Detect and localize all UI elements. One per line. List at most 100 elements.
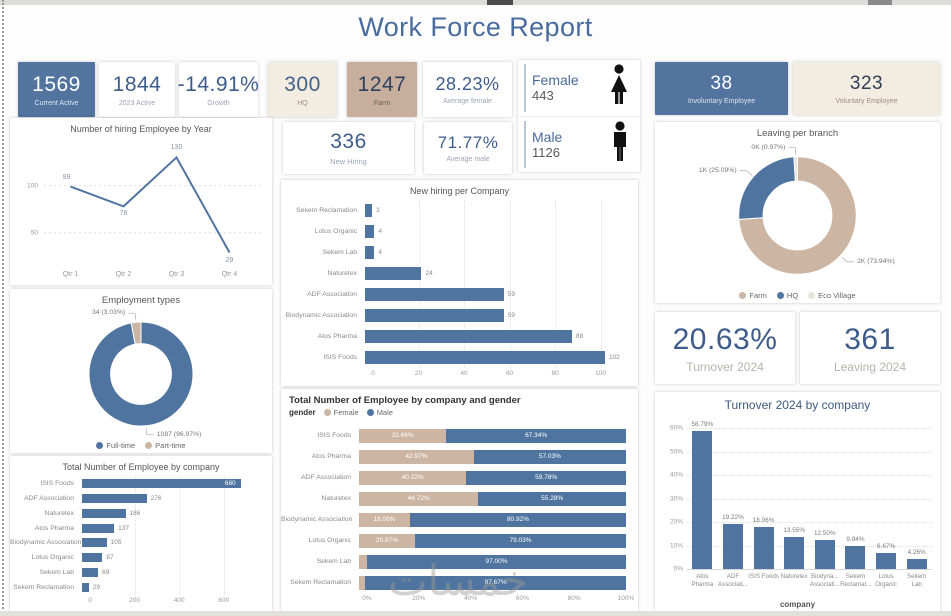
x-axis: 0 20 40 60 80 100 xyxy=(371,370,612,382)
male-segment[interactable]: 67.34% xyxy=(446,428,626,443)
x-axis-tick: 60% xyxy=(515,595,529,602)
female-segment[interactable]: 40.22% xyxy=(359,470,467,485)
gender-legend: gender Female Male xyxy=(281,406,638,417)
bar-track: 4 xyxy=(365,225,612,238)
donut-slice-part-time[interactable] xyxy=(130,321,142,345)
legend-label: Male xyxy=(376,408,393,417)
category-label: Lotus Organic xyxy=(308,537,351,544)
value-label: 3 xyxy=(376,207,380,214)
legend-item[interactable]: Eco Village xyxy=(808,291,856,300)
bar[interactable] xyxy=(82,523,115,533)
donut-slice-eco-village[interactable] xyxy=(793,156,798,182)
donut-slice-hq[interactable] xyxy=(738,156,796,220)
female-segment[interactable]: 19.08% xyxy=(359,512,410,527)
female-segment[interactable]: 42.97% xyxy=(359,449,474,464)
kpi-involuntary-employee[interactable]: 38 Involuntary Employee xyxy=(655,62,788,115)
male-segment[interactable]: 57.03% xyxy=(473,449,626,464)
y-axis-tick: 20% xyxy=(669,518,683,526)
kpi-hq[interactable]: 300 HQ xyxy=(268,62,337,117)
bar[interactable] xyxy=(82,493,147,503)
donut-slice-farm[interactable] xyxy=(738,156,857,275)
legend-dot xyxy=(323,409,331,416)
panel-new-hiring-per-company: New hiring per Company Sekem Reclamation… xyxy=(281,180,638,386)
y-axis-tick: 10% xyxy=(669,542,683,549)
bar[interactable] xyxy=(365,351,605,364)
male-segment[interactable]: 79.03% xyxy=(414,533,626,548)
y-axis-tick: 30% xyxy=(669,495,683,502)
kpi-growth[interactable]: -14.91% Growth xyxy=(178,62,259,117)
kpi-2023-active[interactable]: 1844 2023 Active xyxy=(99,62,175,117)
bar[interactable] xyxy=(365,309,504,322)
bar[interactable] xyxy=(82,538,107,548)
gender-card[interactable]: Female 443 Male 1126 xyxy=(518,60,640,172)
donut-slice-full-time[interactable] xyxy=(88,321,194,427)
legend-dot xyxy=(96,442,104,449)
legend-item[interactable]: HQ xyxy=(776,291,798,300)
bar[interactable] xyxy=(906,558,927,569)
female-segment[interactable]: 20.97% xyxy=(359,533,415,548)
bar[interactable] xyxy=(365,288,504,301)
bar[interactable] xyxy=(692,430,713,569)
bar[interactable] xyxy=(82,568,99,578)
bar[interactable] xyxy=(365,246,375,259)
legend-title: gender xyxy=(289,408,316,417)
bar[interactable] xyxy=(814,539,835,569)
kpi-new-hiring[interactable]: 336 New Hiring xyxy=(283,122,414,174)
kpi-value: 20.63% xyxy=(672,322,778,356)
value-label: 97.00% xyxy=(485,558,508,565)
kpi-current-active[interactable]: 1569 Current Active xyxy=(18,62,95,117)
kpi-farm[interactable]: 1247 Farm xyxy=(347,62,417,117)
female-segment[interactable] xyxy=(359,575,366,590)
bar-track: 29 xyxy=(82,583,246,593)
bar[interactable] xyxy=(365,267,422,280)
legend-item[interactable]: Farm xyxy=(739,291,767,300)
category-label: ISIS Foods xyxy=(317,432,351,439)
bar-row: Biodynamic Association 105 xyxy=(10,536,246,551)
bar[interactable] xyxy=(845,545,866,569)
kpi-average-male[interactable]: 71.77% Average male xyxy=(424,122,512,174)
bar-row: Lotus Organic 20.97% 79.03% xyxy=(281,530,626,551)
female-icon xyxy=(606,64,632,111)
legend-item[interactable]: Full-time xyxy=(96,441,135,450)
panel-employment-types: Employment types 1087 (96.97%) 34 (3.03%)… xyxy=(10,289,272,453)
male-segment[interactable]: 59.78% xyxy=(466,470,626,485)
male-segment[interactable]: 97.00% xyxy=(367,554,626,569)
bar[interactable] xyxy=(82,583,89,593)
page-left-border xyxy=(2,0,5,616)
bar[interactable] xyxy=(365,330,572,343)
male-segment[interactable]: 97.67% xyxy=(365,575,626,590)
kpi-turnover-2024[interactable]: 20.63% Turnover 2024 xyxy=(655,312,795,384)
legend-item[interactable]: Female xyxy=(323,408,359,417)
kpi-value: 361 xyxy=(844,322,896,356)
male-segment[interactable]: 55.28% xyxy=(478,491,626,506)
kpi-average-female[interactable]: 28.23% Average female xyxy=(423,62,512,117)
category-label: ISIS Foods xyxy=(748,573,779,580)
value-label: 4.26% xyxy=(907,548,926,556)
line-series[interactable] xyxy=(70,155,231,254)
female-segment[interactable] xyxy=(359,554,367,569)
bar[interactable] xyxy=(365,225,375,238)
x-axis-tick: 0% xyxy=(362,595,372,602)
bar[interactable] xyxy=(753,526,774,569)
category-label: Naturetex xyxy=(44,509,74,517)
bar[interactable] xyxy=(365,204,373,217)
bar-track: 88 xyxy=(365,330,612,343)
bar[interactable] xyxy=(722,523,743,569)
legend-label: Full-time xyxy=(106,441,136,450)
bar[interactable] xyxy=(784,537,805,569)
data-label: 29 xyxy=(225,256,234,264)
female-segment[interactable]: 32.66% xyxy=(359,428,447,443)
kpi-value: 1844 xyxy=(112,72,162,96)
bar[interactable] xyxy=(82,508,126,518)
kpi-voluntary-employee[interactable]: 323 Voluntary Employee xyxy=(793,62,940,115)
legend-item[interactable]: Male xyxy=(366,408,393,417)
kpi-leaving-2024[interactable]: 361 Leaving 2024 xyxy=(800,312,940,384)
bar[interactable] xyxy=(82,553,103,563)
y-axis-tick: 50% xyxy=(669,448,683,455)
female-segment[interactable]: 44.72% xyxy=(359,491,479,506)
male-segment[interactable]: 80.92% xyxy=(409,512,626,527)
bar[interactable] xyxy=(876,553,897,569)
bar[interactable] xyxy=(82,478,242,488)
legend-item[interactable]: Part-time xyxy=(145,441,186,450)
kpi-value: 28.23% xyxy=(435,74,500,94)
